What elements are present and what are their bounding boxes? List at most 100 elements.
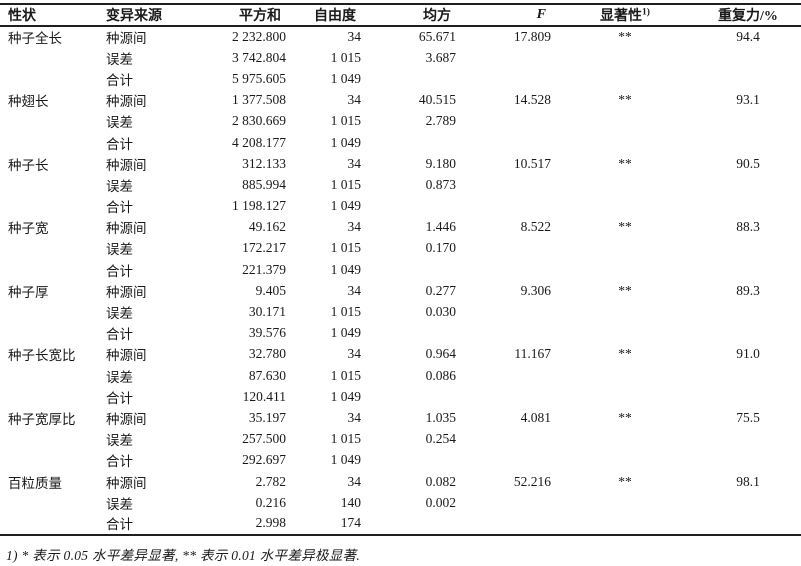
repeatability-cell: 98.1: [736, 473, 760, 489]
sum-of-squares-cell: 30.171: [248, 304, 286, 320]
source-cell: 种源间: [106, 94, 147, 110]
df-cell: 1 015: [330, 176, 361, 192]
f-value-cell: [460, 174, 555, 195]
table-row: 合计 2.998 174: [0, 513, 801, 534]
table-row: 种子厚 种源间 9.405 34 0.277 9.306 ** 89.3: [0, 280, 801, 301]
table-row: 种子宽厚比 种源间 35.197 34 1.035 4.081 ** 75.5: [0, 407, 801, 428]
significance-footnote-marker: 1): [642, 7, 650, 18]
f-value-cell: [460, 132, 555, 153]
sum-of-squares-cell: 172.217: [242, 240, 286, 256]
df-cell: 34: [347, 473, 362, 489]
df-cell: 1 049: [330, 452, 361, 468]
trait-cell: [0, 196, 100, 217]
repeatability-cell: [695, 47, 801, 68]
source-cell: 误差: [106, 115, 133, 131]
mean-square-cell: 1.035: [425, 409, 456, 425]
sum-of-squares-cell: 1 377.508: [232, 92, 286, 108]
source-cell: 种源间: [106, 221, 147, 237]
df-cell: 1 015: [330, 240, 361, 256]
repeatability-cell: [695, 513, 801, 534]
significance-cell: **: [618, 219, 632, 235]
trait-cell: 百粒质量: [8, 475, 62, 491]
significance-cell: [555, 301, 695, 322]
f-value-cell: 9.306: [520, 282, 551, 298]
source-cell: 误差: [106, 51, 133, 67]
table-row: 合计 4 208.177 1 049: [0, 132, 801, 153]
trait-cell: 种子长: [8, 157, 49, 173]
source-cell: 合计: [106, 136, 133, 152]
table-row: 合计 221.379 1 049: [0, 259, 801, 280]
source-cell: 误差: [106, 306, 133, 322]
trait-cell: [0, 450, 100, 471]
f-value-cell: [460, 196, 555, 217]
table-row: 种翅长 种源间 1 377.508 34 40.515 14.528 ** 93.1: [0, 90, 801, 111]
trait-cell: [0, 111, 100, 132]
sum-of-squares-cell: 9.405: [255, 282, 286, 298]
trait-cell: [0, 301, 100, 322]
f-value-cell: [460, 238, 555, 259]
sum-of-squares-cell: 2.998: [255, 515, 286, 531]
sum-of-squares-cell: 292.697: [242, 452, 286, 468]
anova-table: 性状 变异来源 平方和 自由度 均方 F 显著性1) 重复力/% 种子全长种源间…: [0, 3, 801, 536]
trait-cell: [0, 513, 100, 534]
table-header: 性状 变异来源 平方和 自由度 均方 F 显著性1) 重复力/%: [0, 4, 801, 27]
significance-cell: **: [618, 282, 632, 298]
repeatability-cell: [695, 429, 801, 450]
df-cell: 1 049: [330, 261, 361, 277]
repeatability-cell: 90.5: [736, 155, 760, 171]
source-cell: 合计: [106, 327, 133, 343]
repeatability-cell: [695, 323, 801, 344]
f-value-cell: [460, 301, 555, 322]
sum-of-squares-cell: 35.197: [248, 409, 286, 425]
mean-square-cell: 40.515: [418, 92, 456, 108]
source-cell: 误差: [106, 242, 133, 258]
header-mean-square: 均方: [365, 4, 460, 27]
source-cell: 误差: [106, 496, 133, 512]
repeatability-cell: 94.4: [736, 29, 760, 45]
df-cell: 1 049: [330, 134, 361, 150]
repeatability-cell: [695, 132, 801, 153]
mean-square-cell: 2.789: [425, 113, 456, 129]
repeatability-cell: 93.1: [736, 92, 760, 108]
mean-square-cell: 0.086: [425, 367, 456, 383]
trait-cell: [0, 429, 100, 450]
sum-of-squares-cell: 0.216: [255, 494, 286, 510]
sum-of-squares-cell: 87.630: [248, 367, 286, 383]
trait-cell: 种子全长: [8, 31, 62, 47]
f-value-cell: [460, 513, 555, 534]
significance-cell: **: [618, 409, 632, 425]
table-row: 误差 257.500 1 015 0.254: [0, 429, 801, 450]
source-cell: 种源间: [106, 157, 147, 173]
sum-of-squares-cell: 2 830.669: [232, 113, 286, 129]
f-value-cell: [460, 429, 555, 450]
repeatability-cell: [695, 450, 801, 471]
table-row: 误差 0.216 140 0.002: [0, 492, 801, 513]
table-row: 合计 120.411 1 049: [0, 386, 801, 407]
significance-cell: [555, 68, 695, 89]
df-cell: 34: [347, 29, 362, 45]
significance-cell: **: [618, 29, 632, 45]
df-cell: 140: [340, 494, 361, 510]
significance-cell: [555, 174, 695, 195]
mean-square-cell: 0.277: [425, 282, 456, 298]
f-value-cell: 17.809: [513, 29, 551, 45]
source-cell: 合计: [106, 454, 133, 470]
source-cell: 误差: [106, 433, 133, 449]
header-significance: 显著性1): [555, 4, 695, 27]
repeatability-cell: [695, 301, 801, 322]
f-value-cell: [460, 365, 555, 386]
sum-of-squares-cell: 49.162: [248, 219, 286, 235]
df-cell: 174: [340, 515, 361, 531]
mean-square-cell: 0.964: [425, 346, 456, 362]
f-value-cell: [460, 259, 555, 280]
df-cell: 1 049: [330, 198, 361, 214]
trait-cell: 种子厚: [8, 284, 49, 300]
significance-cell: [555, 365, 695, 386]
significance-cell: [555, 492, 695, 513]
trait-cell: [0, 492, 100, 513]
repeatability-cell: [695, 259, 801, 280]
df-cell: 34: [347, 219, 362, 235]
table-row: 合计 39.576 1 049: [0, 323, 801, 344]
header-sum-of-squares: 平方和: [195, 4, 290, 27]
significance-cell: [555, 132, 695, 153]
